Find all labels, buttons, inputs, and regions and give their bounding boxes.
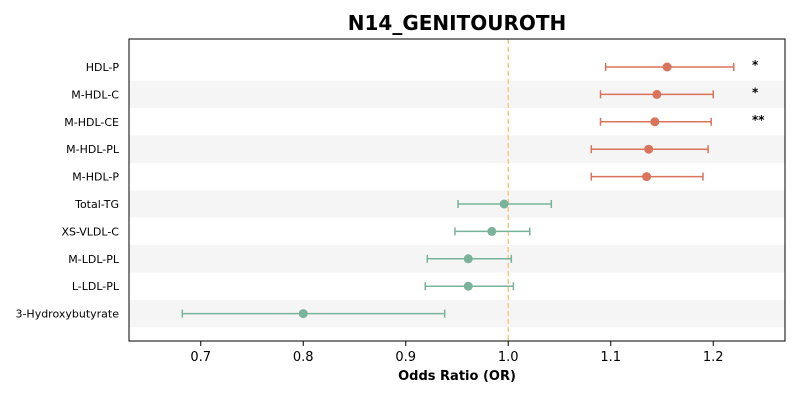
- category-label: M-LDL-PL: [68, 253, 120, 266]
- row-band: [129, 190, 785, 218]
- or-point: [642, 172, 652, 182]
- data-row: M-HDL-P: [72, 171, 704, 184]
- x-tick-label: 0.7: [190, 350, 211, 365]
- category-label: M-HDL-PL: [66, 143, 120, 156]
- data-row: M-HDL-PL: [66, 143, 709, 156]
- data-row: XS-VLDL-C: [61, 225, 531, 238]
- or-point: [662, 62, 672, 72]
- or-point: [487, 226, 497, 236]
- data-row: HDL-P *: [86, 58, 759, 74]
- chart-title: N14_GENITOUROTH: [348, 11, 567, 35]
- or-point: [644, 144, 654, 154]
- data-row: Total-TG: [74, 198, 553, 211]
- data-row: M-HDL-C *: [71, 85, 759, 101]
- data-row: 3-Hydroxybutyrate: [15, 308, 446, 321]
- data-row: M-LDL-PL: [68, 253, 513, 266]
- or-point: [463, 254, 473, 264]
- or-point: [463, 281, 473, 291]
- significance-marker: *: [752, 85, 759, 99]
- x-tick-label: 1.1: [600, 350, 621, 365]
- significance-marker: **: [752, 113, 765, 127]
- x-axis: 0.7 0.8 0.9 1.0 1.1 1.2: [190, 341, 724, 365]
- significance-marker: *: [752, 58, 759, 72]
- x-tick-label: 0.8: [293, 350, 314, 365]
- category-label: M-HDL-C: [71, 88, 119, 101]
- category-label: 3-Hydroxybutyrate: [15, 308, 119, 321]
- category-label: HDL-P: [86, 61, 120, 74]
- category-label: XS-VLDL-C: [61, 225, 119, 238]
- data-row: M-HDL-CE **: [64, 113, 765, 129]
- category-label: Total-TG: [74, 198, 119, 211]
- data-rows: HDL-P * M-HDL-C * M-HDL-CE ** M-HDL-PL M-HDL-P T…: [15, 58, 765, 321]
- or-point: [499, 199, 509, 209]
- row-bands: [129, 80, 785, 328]
- x-tick-label: 0.9: [395, 350, 416, 365]
- plot-frame: [128, 38, 786, 342]
- x-axis-label: Odds Ratio (OR): [398, 369, 516, 384]
- x-tick-label: 1.2: [703, 350, 724, 365]
- or-point: [652, 89, 662, 99]
- x-tick-label: 1.0: [498, 350, 519, 365]
- category-label: M-HDL-CE: [64, 116, 119, 129]
- or-point: [298, 309, 308, 319]
- category-label: L-LDL-PL: [72, 280, 120, 293]
- category-label: M-HDL-P: [72, 171, 119, 184]
- data-row: L-LDL-PL: [72, 280, 515, 293]
- or-point: [650, 117, 660, 127]
